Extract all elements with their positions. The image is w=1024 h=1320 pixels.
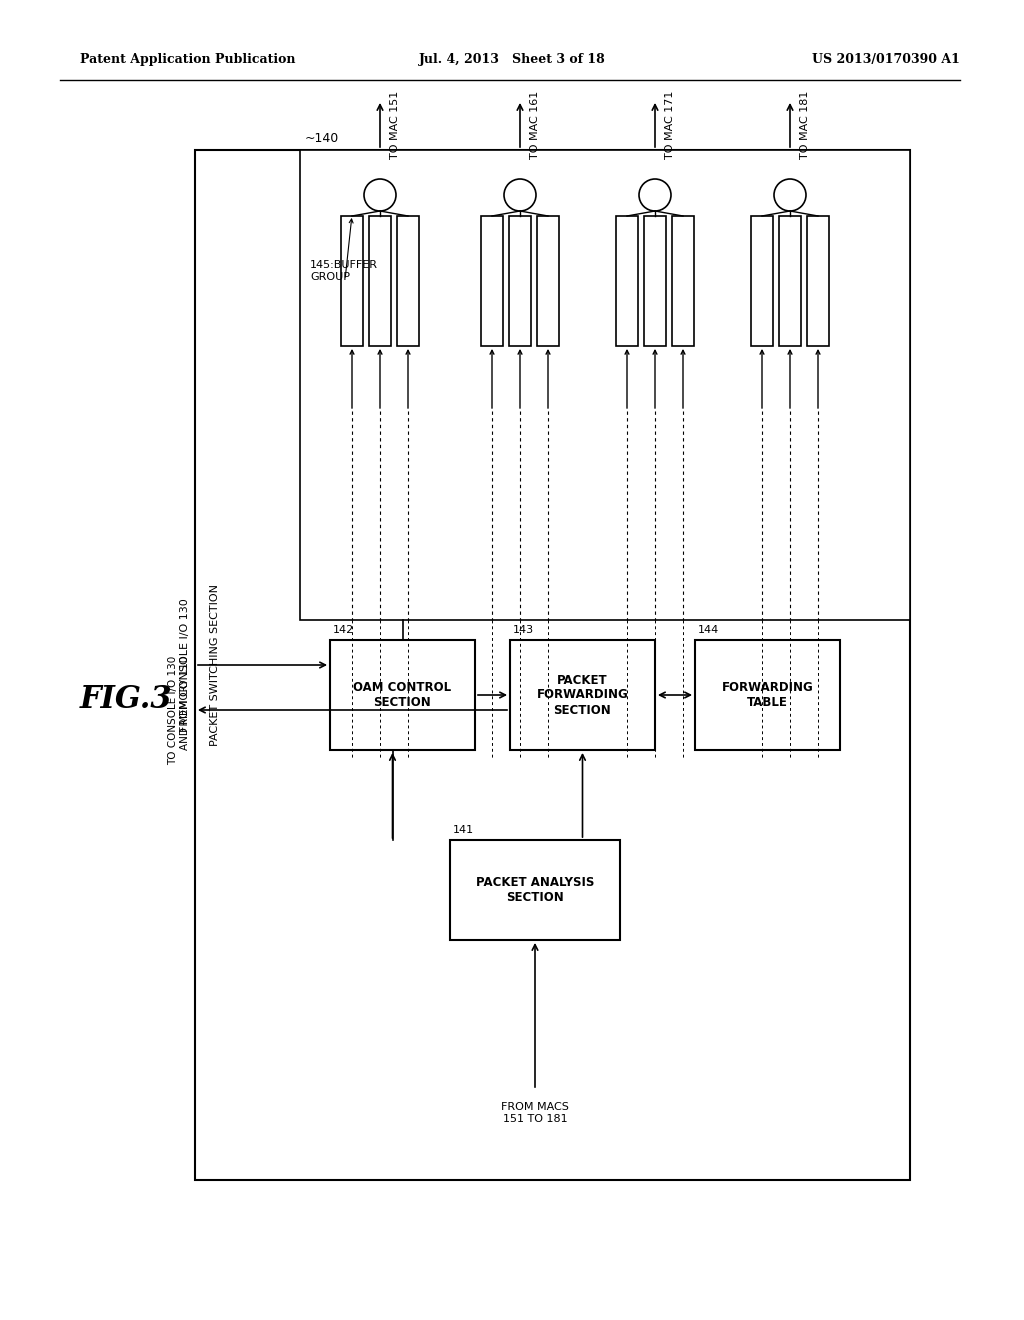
Bar (509, 216, 531, 346)
Text: FROM MACS
151 TO 181: FROM MACS 151 TO 181 (501, 1102, 569, 1123)
Text: FORWARDING
TABLE: FORWARDING TABLE (722, 681, 813, 709)
Bar (195, 150, 910, 1180)
Text: OAM CONTROL
SECTION: OAM CONTROL SECTION (353, 681, 452, 709)
Bar (300, 150, 910, 620)
Text: FROM CONSOLE I/O 130: FROM CONSOLE I/O 130 (180, 598, 190, 731)
Text: PACKET ANALYSIS
SECTION: PACKET ANALYSIS SECTION (476, 876, 594, 904)
Text: PACKET SWITCHING SECTION: PACKET SWITCHING SECTION (210, 583, 220, 746)
Bar (779, 216, 801, 346)
Text: FIG.3: FIG.3 (80, 685, 173, 715)
Text: 144: 144 (698, 624, 719, 635)
Bar (807, 216, 829, 346)
Text: 142: 142 (333, 624, 354, 635)
Bar (751, 216, 773, 346)
Bar (616, 216, 638, 346)
Bar (644, 216, 666, 346)
Text: US 2013/0170390 A1: US 2013/0170390 A1 (812, 54, 961, 66)
Bar (695, 640, 840, 750)
Text: TO CONSOLE I/O 130
AND MEMORY 110: TO CONSOLE I/O 130 AND MEMORY 110 (168, 655, 190, 764)
Bar (330, 640, 475, 750)
Bar (537, 216, 559, 346)
Bar (369, 216, 391, 346)
Bar (481, 216, 503, 346)
Bar (341, 216, 362, 346)
Bar (510, 640, 655, 750)
Text: 143: 143 (513, 624, 535, 635)
Text: TO MAC 151: TO MAC 151 (390, 91, 400, 160)
Bar (672, 216, 694, 346)
Text: Patent Application Publication: Patent Application Publication (80, 54, 296, 66)
Text: 145:BUFFER
GROUP: 145:BUFFER GROUP (310, 260, 378, 281)
Text: TO MAC 161: TO MAC 161 (530, 91, 540, 160)
Bar (397, 216, 419, 346)
Text: Jul. 4, 2013   Sheet 3 of 18: Jul. 4, 2013 Sheet 3 of 18 (419, 54, 605, 66)
Text: TO MAC 181: TO MAC 181 (800, 91, 810, 160)
Text: PACKET
FORWARDING
SECTION: PACKET FORWARDING SECTION (537, 673, 629, 717)
Text: TO MAC 171: TO MAC 171 (665, 91, 675, 160)
Text: 141: 141 (453, 825, 474, 836)
Text: ~140: ~140 (305, 132, 339, 145)
Bar (450, 840, 620, 940)
